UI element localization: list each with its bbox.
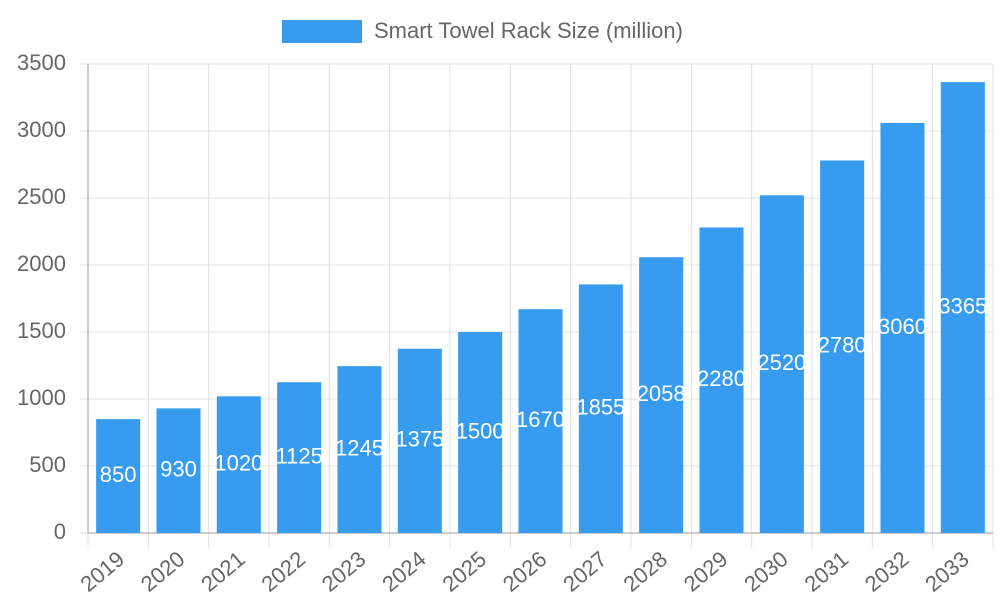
y-tick-label: 3000 bbox=[17, 117, 66, 142]
data-label: 3060 bbox=[878, 314, 927, 339]
bar bbox=[940, 82, 985, 533]
data-label: 2280 bbox=[697, 366, 746, 391]
y-tick-label: 0 bbox=[54, 519, 66, 544]
bar bbox=[458, 332, 503, 533]
x-tick-label: 2020 bbox=[136, 546, 190, 597]
data-label: 850 bbox=[100, 462, 137, 487]
y-tick-label: 1000 bbox=[17, 385, 66, 410]
x-tick-label: 2021 bbox=[196, 546, 250, 597]
data-label: 1500 bbox=[456, 418, 505, 443]
x-tick-label: 2031 bbox=[800, 546, 854, 597]
bar bbox=[96, 419, 141, 533]
y-tick-label: 3500 bbox=[17, 50, 66, 75]
data-label: 930 bbox=[160, 457, 197, 482]
data-label: 1245 bbox=[335, 435, 384, 460]
y-tick-label: 2000 bbox=[17, 251, 66, 276]
legend-label: Smart Towel Rack Size (million) bbox=[374, 18, 683, 43]
data-label: 3365 bbox=[938, 293, 987, 318]
x-tick-label: 2028 bbox=[619, 546, 673, 597]
bar bbox=[216, 396, 261, 533]
data-label: 2520 bbox=[757, 350, 806, 375]
bar bbox=[337, 366, 382, 533]
data-label: 1375 bbox=[395, 427, 444, 452]
x-tick-label: 2024 bbox=[377, 546, 431, 597]
x-tick-label: 2023 bbox=[317, 546, 371, 597]
bar bbox=[277, 382, 322, 533]
data-label: 2058 bbox=[637, 381, 686, 406]
bar bbox=[156, 408, 201, 533]
data-label: 1855 bbox=[576, 395, 625, 420]
x-tick-label: 2022 bbox=[257, 546, 311, 597]
bar bbox=[518, 309, 563, 533]
bar bbox=[578, 284, 623, 533]
bar bbox=[880, 122, 925, 534]
x-tick-label: 2029 bbox=[679, 546, 733, 597]
x-tick-label: 2030 bbox=[739, 546, 793, 597]
data-label: 2780 bbox=[818, 333, 867, 358]
x-tick-label: 2027 bbox=[558, 546, 612, 597]
bar bbox=[820, 160, 865, 534]
x-tick-label: 2033 bbox=[920, 546, 974, 597]
x-tick-label: 2019 bbox=[76, 546, 130, 597]
x-tick-label: 2025 bbox=[438, 546, 492, 597]
bar bbox=[759, 195, 804, 533]
data-label: 1020 bbox=[214, 450, 263, 475]
bar bbox=[397, 348, 442, 533]
legend-swatch bbox=[282, 20, 362, 43]
bar bbox=[639, 257, 684, 533]
y-tick-label: 2500 bbox=[17, 184, 66, 209]
bar bbox=[699, 227, 744, 534]
y-tick-label: 500 bbox=[29, 452, 66, 477]
data-label: 1125 bbox=[276, 443, 323, 468]
x-tick-label: 2032 bbox=[860, 546, 914, 597]
x-tick-label: 2026 bbox=[498, 546, 552, 597]
data-label: 1670 bbox=[516, 407, 565, 432]
y-tick-label: 1500 bbox=[17, 318, 66, 343]
